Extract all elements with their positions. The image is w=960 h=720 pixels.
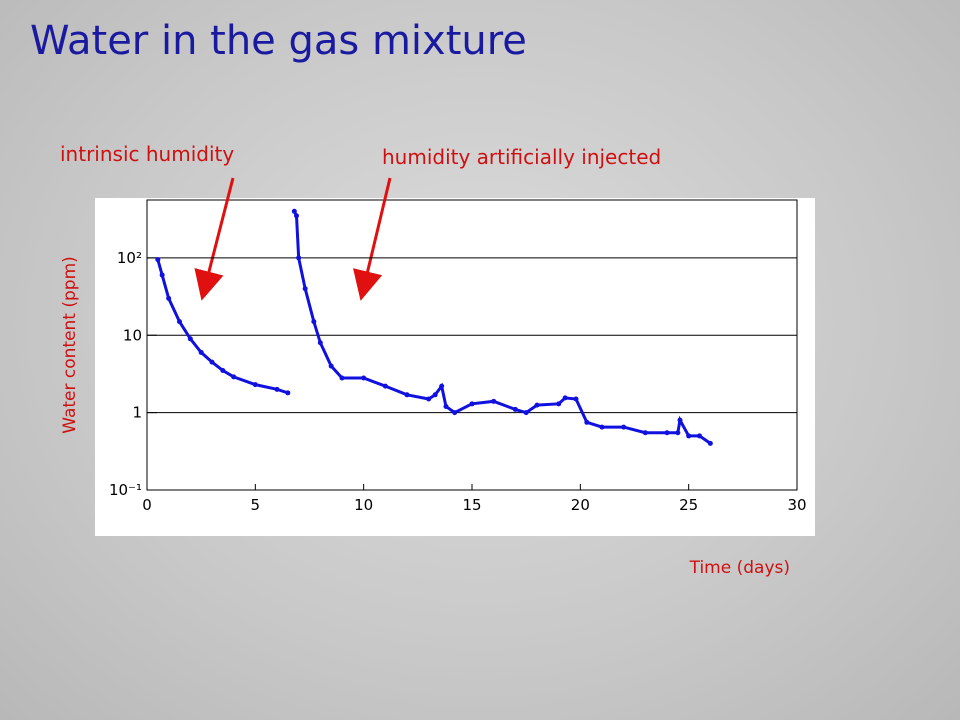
data-point [584,419,590,425]
data-point [573,396,579,402]
data-point [177,319,182,325]
trace [292,210,712,445]
data-point [404,392,410,398]
data-point [556,401,562,407]
data-point [491,398,497,404]
data-point [686,433,692,439]
annotation: intrinsic humidity [60,142,235,166]
data-point [664,430,670,436]
data-point [361,375,367,381]
data-point [599,424,605,430]
data-point [432,392,438,398]
data-point [697,433,702,439]
x-tick-label: 0 [142,496,152,514]
arrow [352,177,392,301]
x-tick-label: 25 [679,496,698,514]
arrow [194,177,235,301]
data-point [439,383,445,389]
data-point [426,396,432,402]
data-point [187,336,193,342]
data-point [198,349,204,355]
data-point [159,272,165,278]
data-point [621,424,627,430]
x-tick-label: 30 [787,496,806,514]
data-point [469,401,475,407]
x-tick-label: 20 [571,496,590,514]
y-tick-label: 1 [132,404,142,422]
data-point [534,402,540,408]
data-point [294,213,299,219]
data-point [252,382,258,388]
data-point [512,406,518,412]
data-point [452,410,458,416]
data-point [166,295,172,301]
data-point [677,417,683,423]
slide-title: Water in the gas mixture [30,18,527,64]
data-point [707,440,713,446]
annotation: humidity artificially injected [382,145,662,169]
y-tick-label: 10² [117,249,142,267]
data-point [285,390,291,396]
x-axis-label: Time (days) [689,558,790,578]
data-point [523,410,529,416]
data-point [231,374,237,380]
data-point [339,375,345,381]
x-tick-label: 15 [462,496,481,514]
data-point [642,430,648,436]
data-point [220,368,226,374]
data-point [562,395,568,401]
data-point [311,319,317,325]
data-point [296,255,302,261]
chart-background [95,198,815,536]
data-point [675,430,681,436]
y-axis-label: Water content (ppm) [60,256,80,434]
y-tick-label: 10⁻¹ [109,481,142,499]
y-tick-label: 10 [123,326,142,344]
data-point [317,340,323,346]
trace [156,259,289,395]
data-point [155,257,161,263]
data-point [209,359,215,365]
x-tick-label: 10 [354,496,373,514]
data-point [302,286,308,292]
x-tick-label: 5 [251,496,261,514]
data-point [328,363,334,369]
data-point [274,386,280,392]
data-point [291,208,297,214]
data-point [443,404,449,410]
data-point [382,383,388,389]
